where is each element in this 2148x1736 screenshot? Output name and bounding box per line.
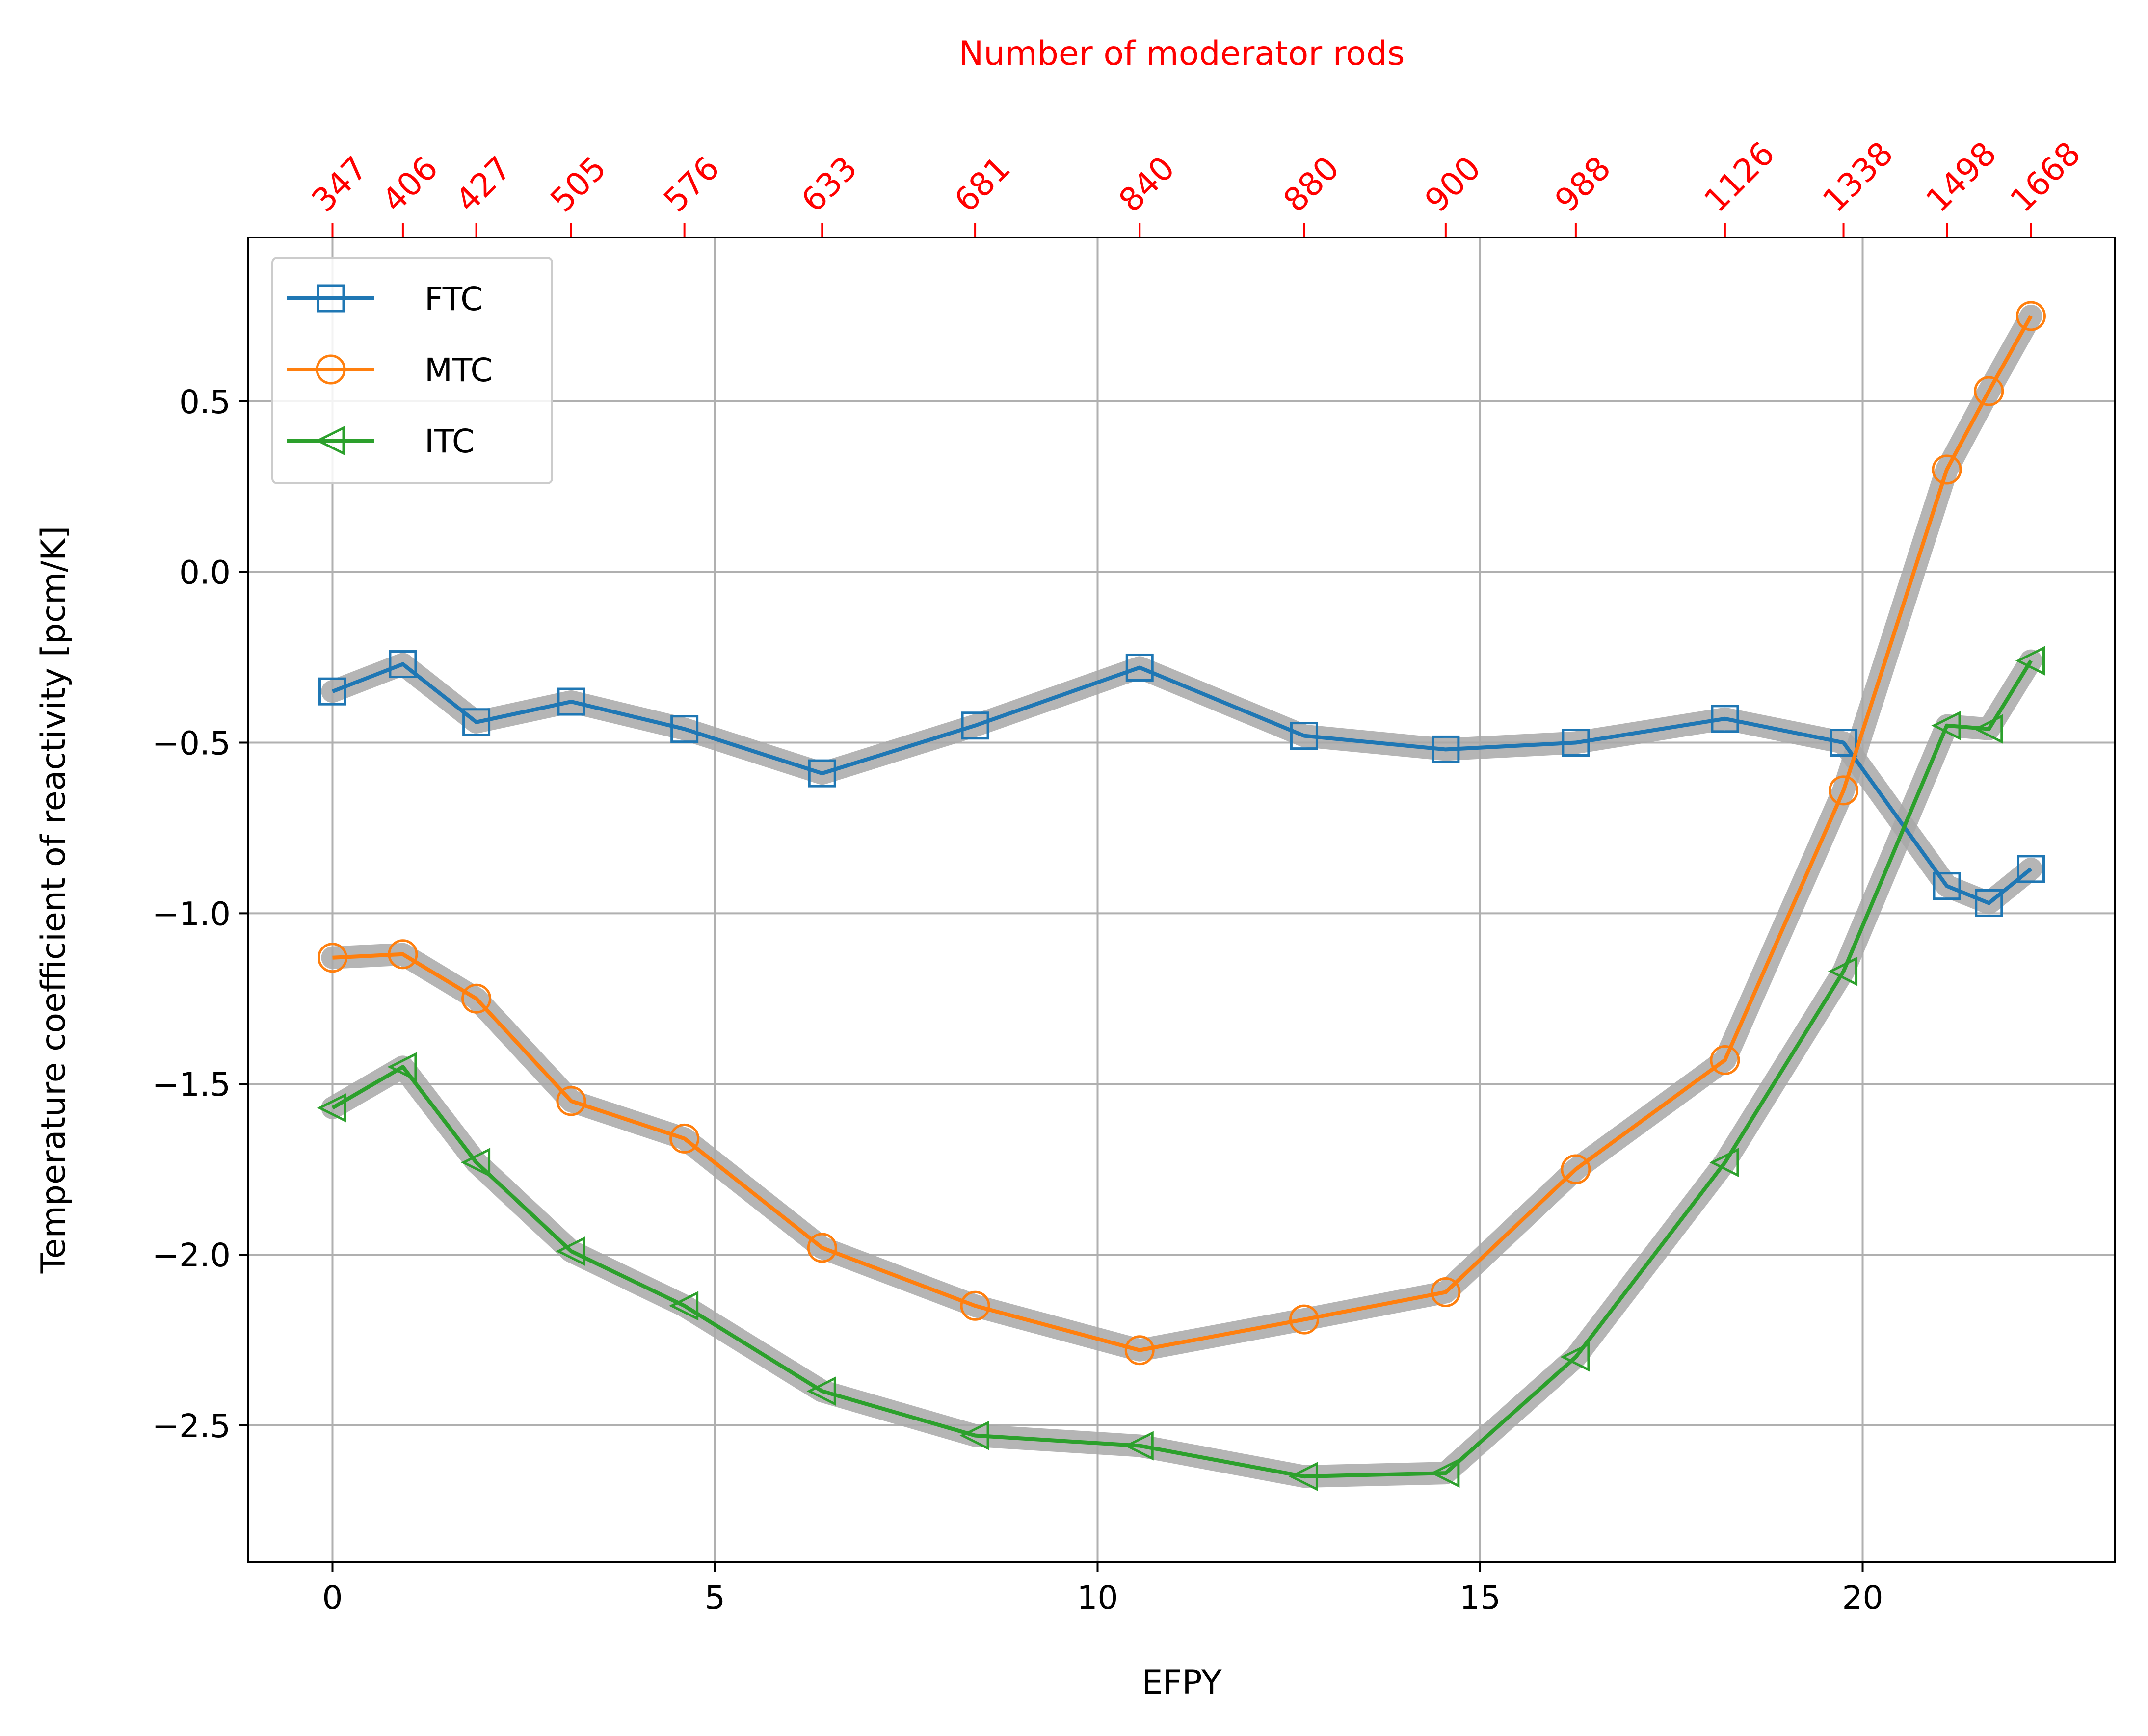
data-point-ftc xyxy=(961,711,989,740)
series-line-ftc xyxy=(332,662,2033,905)
legend-marker-itc xyxy=(315,425,345,456)
data-point-ftc xyxy=(1711,705,1739,733)
data-point-itc xyxy=(1973,714,2003,744)
data-point-ftc xyxy=(2017,855,2045,883)
data-point-mtc xyxy=(1289,1304,1319,1335)
data-point-mtc xyxy=(1829,775,1859,806)
legend-label-itc: ITC xyxy=(424,422,475,460)
data-point-itc xyxy=(556,1236,585,1266)
data-point-mtc xyxy=(388,939,418,970)
y-tick-label: −2.0 xyxy=(152,1236,231,1274)
data-point-itc xyxy=(959,1420,989,1450)
data-point-itc xyxy=(387,1052,417,1082)
top-tick-label: 840 xyxy=(1112,149,1182,220)
top-tick-label: 1126 xyxy=(1697,134,1782,219)
top-tick-label: 347 xyxy=(304,149,375,220)
data-point-itc xyxy=(460,1148,491,1178)
uncertainty-band-itc xyxy=(321,649,2042,1488)
series-lines xyxy=(317,301,2046,1492)
top-tick-label: 576 xyxy=(657,149,727,220)
series-line-mtc xyxy=(332,315,2033,1352)
data-point-itc xyxy=(1828,956,1858,986)
data-point-mtc xyxy=(2016,301,2046,331)
top-tick-label: 633 xyxy=(794,149,865,220)
y-tick-label: 0.5 xyxy=(179,383,231,421)
data-point-itc xyxy=(1430,1458,1460,1488)
legend-label-ftc: FTC xyxy=(424,280,483,318)
uncertainty-band-ftc xyxy=(321,653,2042,915)
y-tick-label: 0.0 xyxy=(179,554,231,592)
top-tick-label: 900 xyxy=(1418,149,1488,220)
data-point-mtc xyxy=(1431,1277,1461,1307)
data-point-ftc xyxy=(1125,653,1154,682)
data-point-ftc xyxy=(1975,889,2003,917)
top-tick-label: 406 xyxy=(375,149,446,220)
top-tick-label: 988 xyxy=(1548,149,1618,220)
data-point-mtc xyxy=(960,1290,990,1321)
legend-marker-ftc xyxy=(317,284,345,313)
data-point-ftc xyxy=(462,708,491,736)
y-axis-title: Temperature coefficient of reactivity [p… xyxy=(34,526,73,1274)
data-point-itc xyxy=(1931,710,1961,740)
x-tick-label: 10 xyxy=(1077,1579,1118,1617)
top-tick-label: 427 xyxy=(448,149,519,220)
uncertainty-bands xyxy=(321,304,2042,1488)
x-axis-title: EFPY xyxy=(1141,1663,1222,1702)
series-line-itc xyxy=(331,659,2033,1479)
data-point-mtc xyxy=(317,943,347,973)
legend-label-mtc: MTC xyxy=(424,351,493,389)
legend: FTC MTC ITC xyxy=(271,257,553,484)
legend-marker-mtc xyxy=(316,354,346,385)
data-point-itc xyxy=(317,1093,346,1123)
data-point-ftc xyxy=(670,715,699,743)
data-point-mtc xyxy=(669,1123,700,1154)
data-point-itc xyxy=(806,1376,836,1406)
y-tick-label: −1.5 xyxy=(152,1066,231,1104)
plot-frame xyxy=(247,237,2116,1563)
data-point-ftc xyxy=(808,759,836,788)
data-point-mtc xyxy=(461,983,492,1014)
y-tick-label: −0.5 xyxy=(152,725,231,763)
data-point-itc xyxy=(1709,1148,1739,1178)
data-point-mtc xyxy=(1124,1335,1155,1366)
data-point-mtc xyxy=(1932,454,1962,485)
y-tick-label: −1.0 xyxy=(152,895,231,933)
y-tick-label: −2.5 xyxy=(152,1407,231,1445)
data-point-ftc xyxy=(389,650,417,679)
data-point-ftc xyxy=(1562,729,1590,757)
data-point-ftc xyxy=(557,687,585,716)
x-tick-label: 5 xyxy=(705,1579,725,1617)
top-tick-label: 1668 xyxy=(2003,134,2088,219)
data-point-ftc xyxy=(1933,872,1961,900)
uncertainty-band-mtc xyxy=(321,304,2042,1362)
top-axis-title: Number of moderator rods xyxy=(959,34,1405,73)
data-point-ftc xyxy=(1830,729,1858,757)
data-point-mtc xyxy=(556,1086,586,1116)
data-point-mtc xyxy=(1974,376,2004,406)
legend-box xyxy=(271,257,553,484)
data-point-itc xyxy=(1124,1431,1154,1461)
data-point-itc xyxy=(669,1291,699,1321)
data-point-mtc xyxy=(807,1233,837,1263)
data-point-itc xyxy=(2015,646,2045,676)
data-point-mtc xyxy=(1561,1154,1591,1184)
data-point-ftc xyxy=(1290,722,1318,750)
top-tick-label: 1338 xyxy=(1815,134,1900,219)
data-point-itc xyxy=(1288,1462,1318,1492)
x-tick-label: 0 xyxy=(322,1579,343,1617)
top-tick-label: 505 xyxy=(543,149,614,220)
top-tick-label: 880 xyxy=(1276,149,1347,220)
data-point-ftc xyxy=(318,677,346,706)
x-tick-label: 15 xyxy=(1459,1579,1501,1617)
top-tick-label: 681 xyxy=(947,149,1018,220)
x-tick-label: 20 xyxy=(1842,1579,1883,1617)
data-point-mtc xyxy=(1710,1045,1740,1075)
data-point-ftc xyxy=(1432,735,1460,763)
data-point-itc xyxy=(1560,1342,1590,1372)
top-tick-label: 1498 xyxy=(1919,134,2004,219)
